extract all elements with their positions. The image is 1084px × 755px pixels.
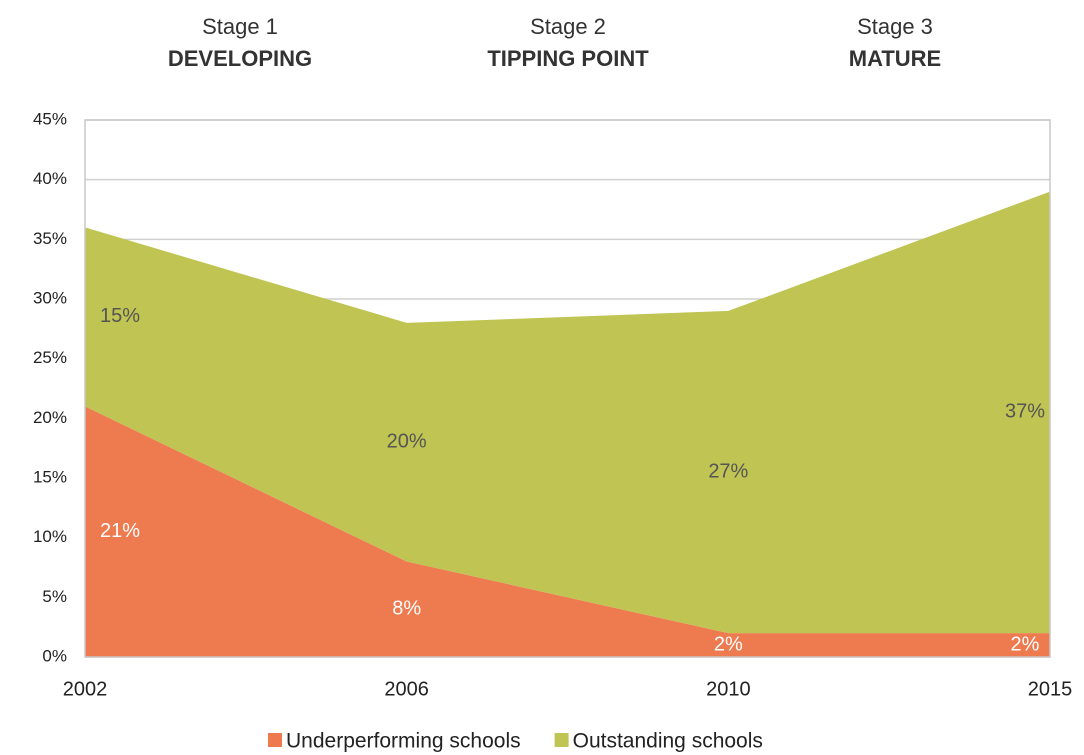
- stage-label: Stage 1: [202, 14, 278, 39]
- y-tick-label: 5%: [42, 587, 67, 606]
- y-tick-label: 20%: [33, 408, 67, 427]
- x-tick-label: 2015: [1028, 678, 1073, 700]
- data-label: 37%: [1005, 401, 1045, 423]
- data-label: 27%: [708, 460, 748, 482]
- stage-label: Stage 3: [857, 14, 933, 39]
- x-tick-label: 2010: [706, 678, 751, 700]
- y-tick-label: 45%: [33, 109, 67, 128]
- legend-swatch: [268, 733, 282, 747]
- data-label: 2%: [1011, 633, 1040, 655]
- plot-frame: [84, 119, 1051, 658]
- data-label: 20%: [387, 430, 427, 452]
- y-tick-label: 10%: [33, 527, 67, 546]
- x-tick-label: 2006: [384, 678, 429, 700]
- y-tick-label: 0%: [42, 646, 67, 665]
- y-tick-label: 40%: [33, 169, 67, 188]
- y-tick-label: 15%: [33, 467, 67, 486]
- area: [85, 191, 1050, 634]
- stage-title: DEVELOPING: [168, 46, 312, 71]
- data-label: 8%: [392, 598, 421, 620]
- y-tick-label: 30%: [33, 288, 67, 307]
- y-tick-label: 35%: [33, 229, 67, 248]
- legend-swatch: [554, 733, 569, 747]
- stage-title: MATURE: [849, 46, 941, 71]
- data-label: 2%: [714, 633, 743, 655]
- area: [85, 406, 1050, 657]
- data-label: 15%: [100, 305, 140, 327]
- data-label: 21%: [100, 520, 140, 542]
- stage-title: TIPPING POINT: [487, 46, 649, 71]
- legend-label: Outstanding schools: [573, 730, 763, 753]
- x-tick-label: 2002: [63, 678, 108, 700]
- stage-label: Stage 2: [530, 14, 606, 39]
- y-tick-label: 25%: [33, 348, 67, 367]
- legend-label: Underperforming schools: [286, 730, 521, 753]
